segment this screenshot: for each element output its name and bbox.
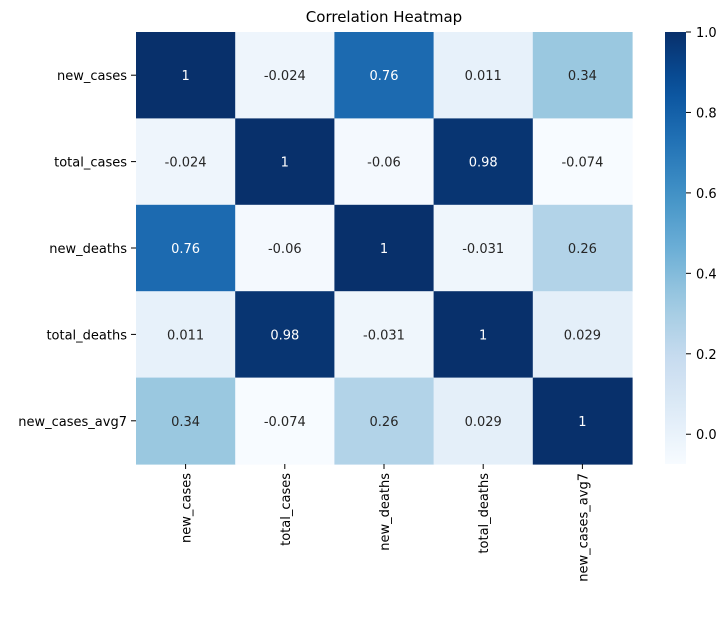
heatmap-cells: 1 -0.024 0.76 0.011 0.34 -0.024 1 -0.06 0.98 -0.0… [136, 32, 633, 465]
cell-value-label: 1 [479, 328, 487, 343]
heatmap-cell [433, 32, 534, 119]
cell-value-label: -0.074 [561, 156, 603, 171]
colorbar-ticks: 0.0 0.2 0.4 0.6 0.8 1.0 [686, 26, 717, 443]
heatmap-cell [136, 377, 236, 465]
colorbar-tick-label: 0.6 [696, 187, 717, 202]
y-tick-label: new_cases [57, 69, 127, 84]
x-tick-label: new_cases [180, 473, 195, 543]
heatmap-cell [433, 118, 534, 206]
cell-value-label: 0.76 [370, 69, 399, 84]
cell-value-label: 0.98 [270, 328, 299, 343]
cell-value-label: 0.011 [167, 328, 204, 343]
x-tick-label: new_deaths [378, 473, 393, 551]
colorbar [665, 32, 686, 464]
y-tick-label: total_cases [54, 156, 127, 171]
x-axis-ticks: new_cases total_cases new_deaths total_deat… [180, 464, 591, 582]
cell-value-label: 1 [578, 415, 586, 430]
cell-value-label: -0.074 [264, 415, 306, 430]
colorbar-tick-label: 0.4 [696, 267, 717, 282]
cell-value-label: -0.06 [367, 156, 401, 171]
heatmap-cell [334, 377, 435, 465]
y-tick-label: total_deaths [46, 328, 127, 343]
heatmap-cell [433, 377, 534, 465]
heatmap-cell [334, 204, 435, 292]
cell-value-label: 0.029 [465, 415, 502, 430]
heatmap-cell [532, 32, 633, 119]
x-tick-label: total_cases [279, 473, 294, 546]
colorbar-tick-label: 1.0 [696, 26, 717, 41]
cell-value-label: -0.024 [264, 69, 306, 84]
cell-value-label: 0.98 [469, 156, 498, 171]
cell-value-label: 0.34 [568, 69, 597, 84]
cell-value-label: 0.34 [171, 415, 200, 430]
heatmap-cell [532, 377, 633, 465]
heatmap-cell [334, 32, 435, 119]
y-tick-label: new_deaths [49, 242, 127, 257]
heatmap-cell [235, 291, 335, 379]
colorbar-tick-label: 0.2 [696, 348, 717, 363]
cell-value-label: 0.26 [370, 415, 399, 430]
cell-value-label: 0.029 [564, 328, 601, 343]
heatmap-cell [532, 118, 633, 206]
cell-value-label: -0.06 [268, 242, 302, 257]
x-tick-label: new_cases_avg7 [576, 473, 591, 582]
heatmap-cell [532, 291, 633, 379]
heatmap-cell [334, 291, 435, 379]
heatmap-cell [136, 32, 236, 119]
cell-value-label: 1 [181, 69, 189, 84]
heatmap-cell [235, 204, 335, 292]
colorbar-tick-label: 0.8 [696, 106, 717, 121]
heatmap-cell [433, 291, 534, 379]
heatmap-cell [235, 118, 335, 206]
heatmap-cell [433, 204, 534, 292]
heatmap-cell [334, 118, 435, 206]
cell-value-label: 0.76 [171, 242, 200, 257]
cell-value-label: 1 [281, 156, 289, 171]
chart-title: Correlation Heatmap [306, 8, 462, 26]
cell-value-label: 0.26 [568, 242, 597, 257]
heatmap-cell [532, 204, 633, 292]
cell-value-label: -0.024 [165, 156, 207, 171]
heatmap-cell [235, 377, 335, 465]
colorbar-tick-label: 0.0 [696, 428, 717, 443]
heatmap-cell [235, 32, 335, 119]
heatmap-cell [136, 118, 236, 206]
cell-value-label: -0.031 [462, 242, 504, 257]
heatmap-cell [136, 204, 236, 292]
cell-value-label: 1 [380, 242, 388, 257]
cell-value-label: -0.031 [363, 328, 405, 343]
y-tick-label: new_cases_avg7 [18, 415, 127, 430]
y-axis-ticks: new_cases total_cases new_deaths total_deat… [18, 69, 136, 430]
x-tick-label: total_deaths [477, 473, 492, 554]
cell-value-label: 0.011 [465, 69, 502, 84]
heatmap-cell [136, 291, 236, 379]
